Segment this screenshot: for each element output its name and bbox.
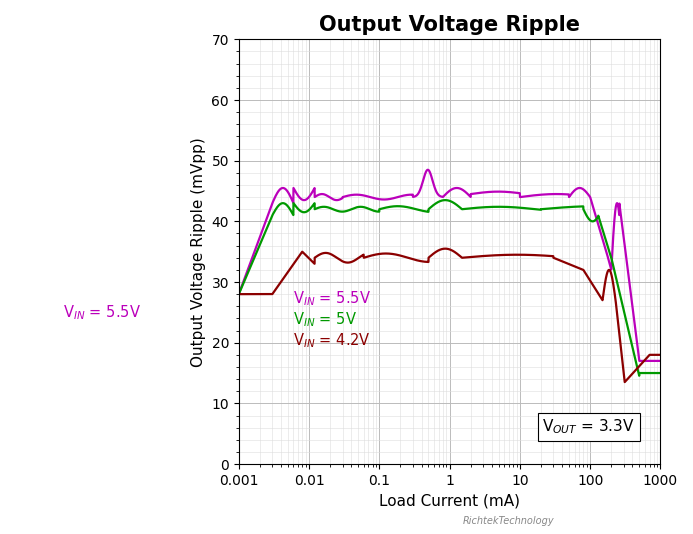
Text: V$_{IN}$ = 5V: V$_{IN}$ = 5V bbox=[293, 310, 358, 329]
Text: RichtekTechnology: RichtekTechnology bbox=[463, 516, 554, 526]
Text: V$_{IN}$ = 5.5V: V$_{IN}$ = 5.5V bbox=[63, 303, 141, 322]
Text: V$_{OUT}$ = 3.3V: V$_{OUT}$ = 3.3V bbox=[543, 418, 635, 436]
X-axis label: Load Current (mA): Load Current (mA) bbox=[379, 493, 520, 508]
Text: V$_{IN}$ = 4.2V: V$_{IN}$ = 4.2V bbox=[293, 332, 371, 350]
Title: Output Voltage Ripple: Output Voltage Ripple bbox=[319, 15, 580, 35]
Text: V$_{IN}$ = 5.5V: V$_{IN}$ = 5.5V bbox=[293, 289, 371, 308]
Y-axis label: Output Voltage Ripple (mVpp): Output Voltage Ripple (mVpp) bbox=[191, 137, 206, 366]
